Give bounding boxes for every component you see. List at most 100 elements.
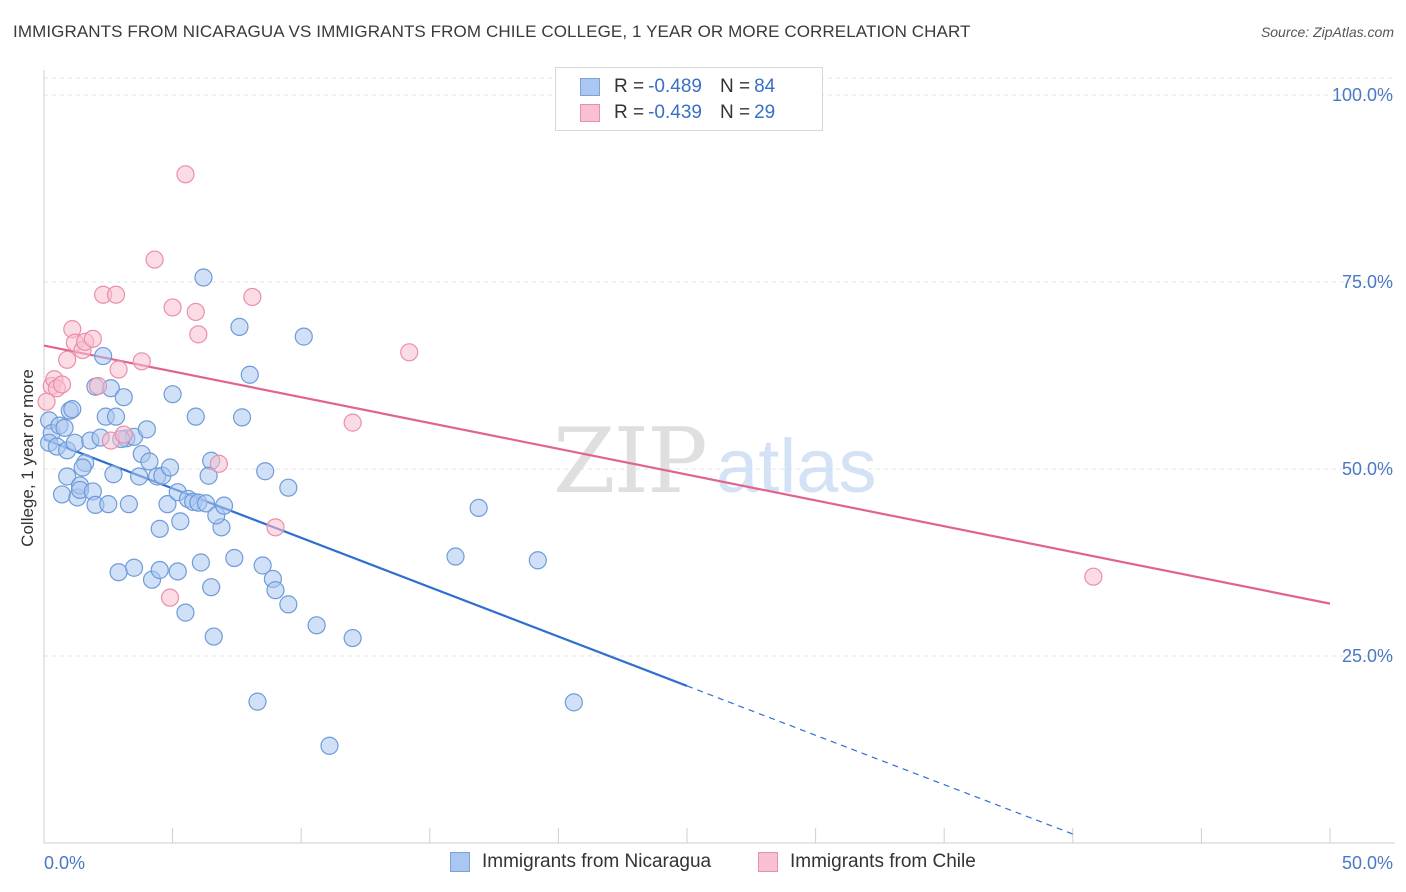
data-point	[119, 495, 138, 514]
series-nicaragua-points	[40, 268, 583, 755]
data-point	[58, 467, 77, 486]
data-point	[160, 458, 180, 477]
data-point	[109, 360, 128, 379]
data-point	[88, 376, 108, 396]
data-point	[253, 556, 272, 575]
series-legend-nicaragua: Immigrants from Nicaragua	[450, 851, 711, 873]
data-point	[343, 413, 362, 432]
data-point	[104, 465, 123, 484]
data-point	[106, 407, 126, 426]
data-point	[114, 425, 133, 444]
series-label-nicaragua: Immigrants from Nicaragua	[482, 851, 712, 872]
data-point	[55, 418, 74, 437]
data-point	[83, 329, 102, 348]
data-point	[158, 495, 177, 514]
data-point	[214, 496, 234, 515]
y-tick-label: 100.0%	[1332, 85, 1393, 105]
data-point	[230, 317, 249, 336]
data-point	[240, 365, 259, 384]
data-point	[189, 325, 208, 344]
tick-labels: 25.0% 50.0% 75.0% 100.0% 0.0% 50.0%	[44, 85, 1393, 873]
watermark: ZIP atlas	[553, 409, 877, 514]
x-tick-label: 50.0%	[1342, 853, 1393, 873]
series-chile-points	[37, 165, 1103, 607]
data-point	[248, 692, 267, 711]
data-point	[279, 478, 298, 497]
data-point	[204, 627, 223, 646]
legend-r-value: -0.489	[648, 76, 702, 97]
data-point	[266, 518, 285, 537]
data-point	[307, 616, 326, 635]
data-point	[150, 519, 169, 538]
data-point	[106, 285, 126, 304]
data-point	[114, 388, 133, 407]
data-point	[137, 420, 156, 439]
legend-row-chile: R = -0.439 N = 29	[580, 101, 775, 125]
data-point	[94, 346, 113, 366]
y-axis-title: College, 1 year or more	[18, 369, 37, 547]
data-point	[469, 498, 488, 517]
data-point	[160, 588, 180, 607]
y-tick-label: 25.0%	[1342, 646, 1393, 666]
data-point	[171, 512, 190, 531]
legend-r-value: -0.439	[648, 102, 702, 123]
source-credit: Source: ZipAtlas.com	[1260, 24, 1394, 40]
chart-title: IMMIGRANTS FROM NICARAGUA VS IMMIGRANTS …	[13, 22, 971, 41]
data-point	[196, 494, 216, 513]
data-point	[58, 350, 77, 369]
legend-n-label: N =	[719, 76, 751, 97]
data-point	[140, 452, 159, 471]
legend-row-nicaragua: R = -0.489 N = 84	[580, 75, 775, 99]
watermark-atlas: atlas	[716, 424, 877, 509]
data-point	[1084, 567, 1103, 586]
data-point	[132, 352, 151, 371]
data-point	[320, 736, 339, 755]
data-point	[168, 562, 187, 581]
series-legend-chile: Immigrants from Chile	[758, 851, 976, 873]
data-point	[446, 547, 465, 566]
data-point	[243, 287, 262, 307]
data-points	[37, 165, 1103, 755]
x-tick-label: 0.0%	[44, 853, 85, 873]
legend-n-value: 84	[754, 76, 776, 97]
data-point	[130, 467, 149, 486]
series-swatch-chile	[758, 852, 778, 872]
watermark-zip: ZIP	[553, 409, 706, 514]
legend-swatch-nicaragua	[580, 78, 600, 96]
data-point	[176, 603, 195, 622]
correlation-legend: R = -0.489 N = 84 R = -0.439 N = 29	[555, 67, 823, 131]
legend-r-label: R =	[614, 102, 645, 123]
data-point	[186, 302, 205, 322]
data-point	[209, 454, 228, 473]
data-point	[528, 551, 547, 570]
data-point	[279, 595, 298, 614]
data-point	[564, 693, 583, 712]
series-legend: Immigrants from Nicaragua Immigrants fro…	[0, 851, 1406, 877]
data-point	[202, 578, 221, 597]
trend-line-extension	[686, 685, 1076, 836]
data-point	[256, 462, 275, 481]
data-point	[65, 433, 84, 452]
legend-r-label: R =	[614, 76, 645, 97]
axes	[43, 70, 1395, 844]
data-point	[191, 553, 210, 572]
data-point	[73, 458, 92, 477]
data-point	[52, 375, 72, 394]
data-point	[176, 165, 195, 184]
data-point	[294, 327, 313, 346]
data-point	[343, 628, 362, 648]
data-point	[266, 581, 285, 600]
data-point	[52, 485, 72, 504]
data-point	[186, 407, 205, 426]
data-point	[232, 408, 252, 427]
data-point	[124, 558, 144, 577]
data-point	[99, 495, 118, 514]
data-point	[225, 548, 244, 568]
data-point	[163, 385, 182, 404]
y-tick-label: 50.0%	[1342, 459, 1393, 479]
series-swatch-nicaragua	[450, 852, 470, 872]
data-point	[199, 466, 218, 485]
data-point	[400, 343, 419, 362]
data-point	[150, 560, 169, 580]
data-point	[194, 268, 213, 287]
